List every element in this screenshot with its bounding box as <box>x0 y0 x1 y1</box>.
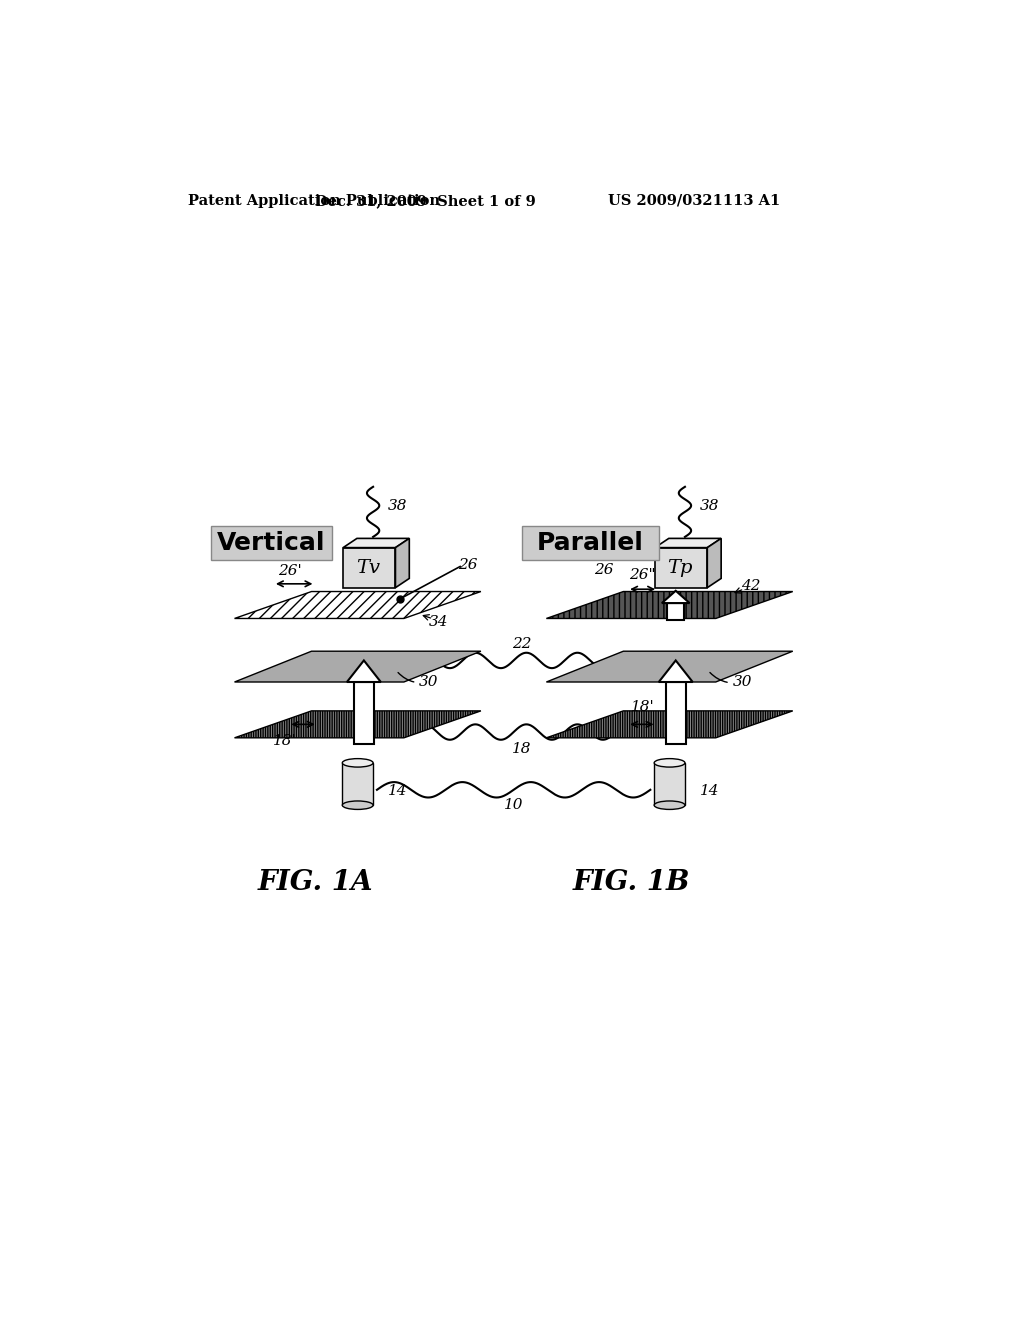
Text: US 2009/0321113 A1: US 2009/0321113 A1 <box>608 194 780 207</box>
FancyBboxPatch shape <box>522 525 658 560</box>
Polygon shape <box>547 651 793 682</box>
Text: Tp: Tp <box>667 558 692 577</box>
Text: 18': 18' <box>272 734 296 748</box>
Text: 10: 10 <box>504 799 523 812</box>
Polygon shape <box>662 591 689 603</box>
Ellipse shape <box>654 759 685 767</box>
Text: 38: 38 <box>388 499 408 513</box>
Text: 30: 30 <box>710 672 753 689</box>
Polygon shape <box>654 763 685 805</box>
Polygon shape <box>395 539 410 587</box>
Polygon shape <box>668 603 684 620</box>
Ellipse shape <box>654 801 685 809</box>
Text: 42: 42 <box>740 578 760 593</box>
Text: 26: 26 <box>458 558 477 572</box>
Text: 22: 22 <box>512 636 531 651</box>
Polygon shape <box>234 651 481 682</box>
Text: 26: 26 <box>594 564 613 577</box>
Polygon shape <box>347 660 381 682</box>
Text: 26': 26' <box>279 564 302 578</box>
Polygon shape <box>343 539 410 548</box>
Polygon shape <box>547 711 793 738</box>
Ellipse shape <box>342 801 373 809</box>
Text: 18: 18 <box>512 742 531 756</box>
Text: 14: 14 <box>388 784 408 799</box>
Polygon shape <box>655 539 721 548</box>
Text: Vertical: Vertical <box>217 531 326 554</box>
Polygon shape <box>708 539 721 587</box>
Text: Parallel: Parallel <box>537 531 644 554</box>
Polygon shape <box>342 763 373 805</box>
Polygon shape <box>234 711 481 738</box>
Text: 30: 30 <box>398 672 439 689</box>
Polygon shape <box>658 660 692 682</box>
Polygon shape <box>354 682 374 743</box>
Text: 18': 18' <box>631 701 654 714</box>
FancyBboxPatch shape <box>211 525 332 560</box>
Polygon shape <box>547 591 793 619</box>
Text: FIG. 1B: FIG. 1B <box>572 869 690 896</box>
Text: 26": 26" <box>630 568 655 582</box>
Text: Tv: Tv <box>355 558 380 577</box>
Text: Dec. 31, 2009  Sheet 1 of 9: Dec. 31, 2009 Sheet 1 of 9 <box>315 194 536 207</box>
Polygon shape <box>666 682 686 743</box>
Text: Patent Application Publication: Patent Application Publication <box>188 194 440 207</box>
Polygon shape <box>234 591 481 619</box>
Text: 38: 38 <box>699 499 719 513</box>
Polygon shape <box>655 548 708 587</box>
Text: FIG. 1A: FIG. 1A <box>258 869 373 896</box>
Polygon shape <box>343 548 395 587</box>
Ellipse shape <box>342 759 373 767</box>
Text: 14: 14 <box>699 784 719 799</box>
Text: 34: 34 <box>429 615 449 628</box>
